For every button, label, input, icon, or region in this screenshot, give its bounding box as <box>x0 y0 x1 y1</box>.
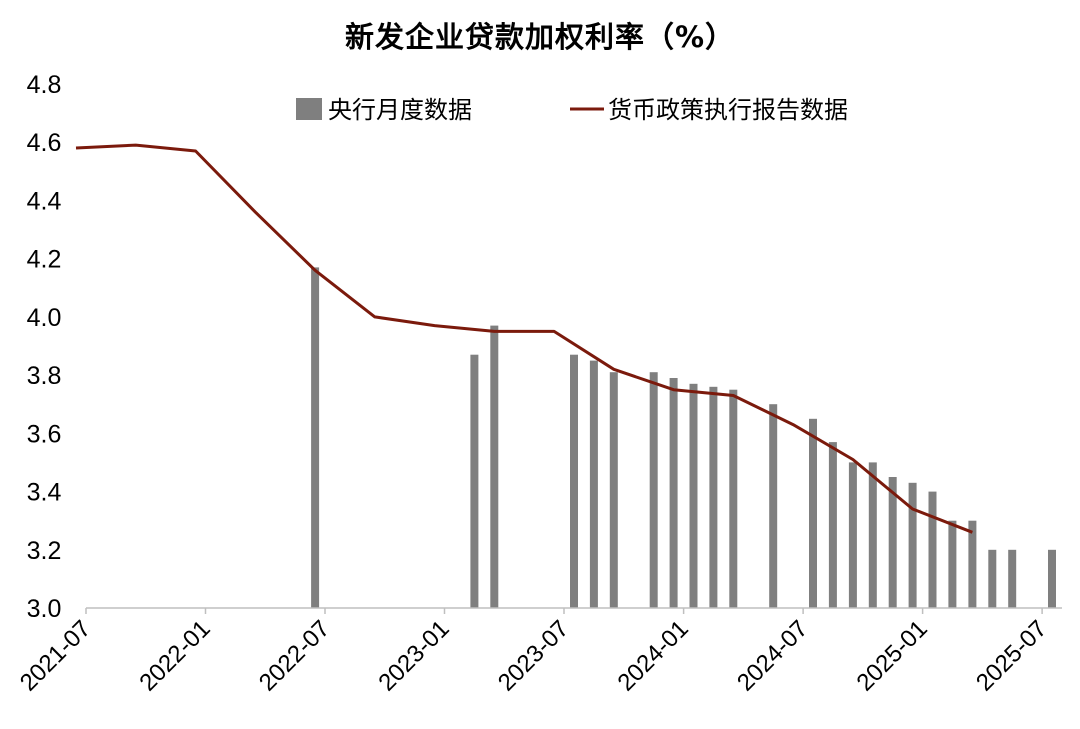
y-tick-label: 4.4 <box>27 187 62 215</box>
bar-2023-07 <box>570 354 578 608</box>
y-tick-label: 4.2 <box>27 246 62 274</box>
bar-2023-08 <box>589 360 598 608</box>
bar-2023-11 <box>649 372 658 608</box>
x-tick-label: 2025-07 <box>971 615 1052 696</box>
bar-2024-11 <box>888 477 897 608</box>
x-tick-label: 2022-07 <box>254 615 335 696</box>
legend-bar-label: 央行月度数据 <box>328 96 472 124</box>
bar-2024-05 <box>769 404 778 608</box>
bar-2024-08 <box>828 442 837 608</box>
y-tick-label: 3.8 <box>27 362 62 390</box>
x-tick-label: 2022-01 <box>134 615 215 696</box>
y-tick-label: 3.0 <box>27 595 62 623</box>
bar-2022-06 <box>311 267 320 608</box>
bar-2023-09 <box>609 372 618 608</box>
legend-bar-swatch <box>296 98 322 120</box>
axes: 3.0 3.2 3.4 3.6 3.8 4.0 4.2 4.4 4.6 4.8 2021-07 202… <box>15 71 1062 697</box>
x-tick-label: 2023-07 <box>493 615 574 696</box>
bar-2023-02 <box>470 354 479 608</box>
bar-2023-03 <box>490 325 499 608</box>
line-path <box>75 143 973 534</box>
y-tick-label: 4.0 <box>27 304 62 332</box>
legend-line-label: 货币政策执行报告数据 <box>608 96 848 124</box>
bar-2024-10 <box>868 462 877 608</box>
bar-2024-03 <box>729 389 738 608</box>
x-tick-label: 2021-07 <box>15 615 96 696</box>
bar-2023-12 <box>669 378 678 608</box>
x-tick-label: 2025-01 <box>851 615 932 696</box>
bar-2024-07 <box>809 418 817 608</box>
chart-title: 新发企业贷款加权利率（%） <box>344 20 736 54</box>
bar-2024-01 <box>689 383 698 608</box>
y-tick-label: 3.4 <box>27 479 62 507</box>
bar-2024-09 <box>848 462 857 608</box>
y-tick-label: 4.6 <box>27 129 62 157</box>
x-tick-label: 2024-01 <box>612 615 693 696</box>
y-tick-label: 3.6 <box>27 420 62 448</box>
bar-series <box>311 267 1056 608</box>
bar-2025-07 <box>1048 549 1056 608</box>
bar-2025-03 <box>968 520 977 608</box>
x-tick-label: 2023-01 <box>373 615 454 696</box>
line-series <box>75 143 973 534</box>
y-tick-label: 4.8 <box>27 71 62 99</box>
bar-2024-12 <box>908 482 917 608</box>
y-tick-label: 3.2 <box>27 537 62 565</box>
bar-2025-01 <box>928 491 937 608</box>
x-tick-label: 2024-07 <box>732 615 813 696</box>
bar-2025-02 <box>948 520 957 608</box>
legend: 央行月度数据 货币政策执行报告数据 <box>296 96 848 124</box>
bar-2025-04 <box>988 549 997 608</box>
bar-2024-02 <box>709 386 718 608</box>
bar-2025-05 <box>1008 549 1017 608</box>
